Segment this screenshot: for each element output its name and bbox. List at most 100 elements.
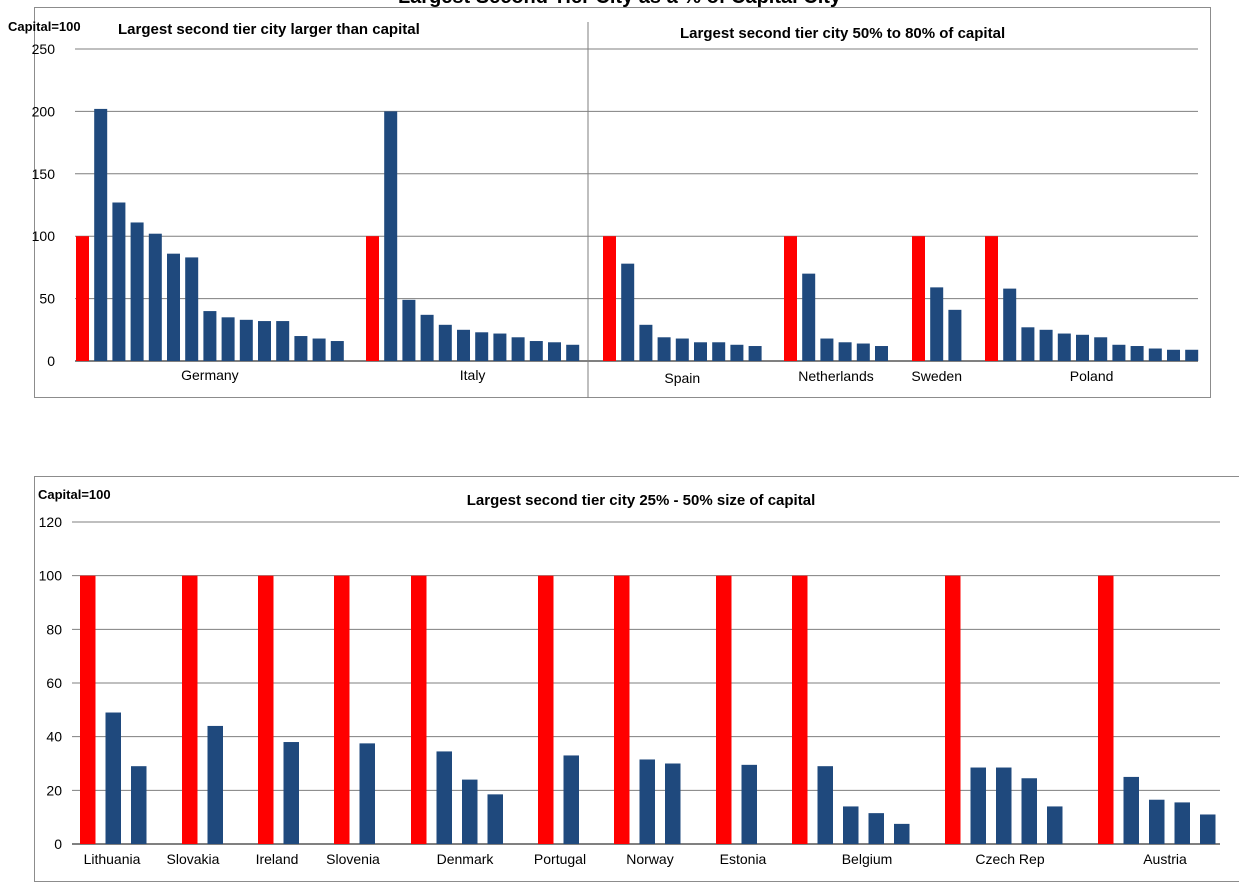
city-bar-czech-rep <box>970 767 986 844</box>
category-label: Netherlands <box>798 368 874 384</box>
y-tick-label: 100 <box>32 228 56 244</box>
city-bar-italy <box>457 329 470 361</box>
city-bar-belgium <box>843 806 859 844</box>
city-bar-austria <box>1149 799 1165 844</box>
city-bar-belgium <box>868 813 884 844</box>
capital-bar-norway <box>614 575 630 844</box>
city-bar-poland <box>1112 344 1126 361</box>
capital-bar-netherlands <box>784 236 797 361</box>
city-bar-germany <box>330 341 344 361</box>
city-bar-germany <box>148 233 162 361</box>
city-bar-germany <box>276 321 290 361</box>
city-bar-poland <box>1021 327 1035 361</box>
chart-title: Largest second tier city 25% - 50% size … <box>467 492 815 509</box>
city-bar-ireland <box>283 742 299 844</box>
capital-bar-lithuania <box>80 575 96 844</box>
city-bar-netherlands <box>820 338 834 361</box>
category-label: Czech Rep <box>975 851 1044 867</box>
city-bar-norway <box>639 759 655 844</box>
city-bar-germany <box>130 222 144 361</box>
city-bar-italy <box>438 324 452 361</box>
y-tick-label: 40 <box>46 729 62 745</box>
city-bar-poland <box>1003 288 1017 361</box>
city-bar-netherlands <box>838 342 852 361</box>
y-axis-label: Capital=100 <box>38 487 111 502</box>
y-tick-label: 150 <box>32 166 56 182</box>
city-bar-slovenia <box>359 743 375 844</box>
capital-bar-slovakia <box>182 575 198 844</box>
capital-bar-belgium <box>792 575 808 844</box>
city-bar-czech-rep <box>1021 778 1037 844</box>
city-bar-spain <box>730 344 744 361</box>
city-bar-italy <box>566 344 580 361</box>
category-label: Slovenia <box>326 851 380 867</box>
city-bar-germany <box>294 336 308 361</box>
capital-bar-austria <box>1098 575 1114 844</box>
category-label: Norway <box>626 851 673 867</box>
capital-bar-poland <box>985 236 998 361</box>
category-label: Italy <box>460 367 486 383</box>
y-tick-label: 0 <box>54 836 62 852</box>
city-bar-belgium <box>817 766 833 844</box>
city-bar-germany <box>167 253 180 361</box>
city-bar-germany <box>312 338 326 361</box>
category-label: Slovakia <box>167 851 220 867</box>
city-bar-spain <box>675 338 689 361</box>
capital-bar-portugal <box>538 575 554 844</box>
city-bar-denmark <box>436 751 452 844</box>
city-bar-poland <box>1130 346 1144 361</box>
y-tick-label: 250 <box>32 41 56 57</box>
city-bar-germany <box>185 257 199 361</box>
y-tick-label: 200 <box>32 103 56 119</box>
city-bar-lithuania <box>131 766 147 844</box>
y-tick-label: 20 <box>46 782 62 798</box>
capital-bar-czech-rep <box>945 575 961 844</box>
city-bar-poland <box>1167 349 1180 361</box>
category-label: Ireland <box>256 851 299 867</box>
city-bar-norway <box>665 763 681 844</box>
city-bar-austria <box>1200 814 1216 844</box>
city-bar-austria <box>1123 776 1139 844</box>
category-label: Germany <box>181 367 239 383</box>
city-bar-netherlands <box>802 273 816 361</box>
city-bar-austria <box>1174 802 1190 844</box>
city-bar-estonia <box>741 764 757 844</box>
y-axis-label: Capital=100 <box>8 19 81 34</box>
y-tick-label: 120 <box>39 514 63 530</box>
city-bar-slovakia <box>207 725 223 844</box>
city-bar-poland <box>1094 337 1108 361</box>
category-label: Portugal <box>534 851 586 867</box>
city-bar-italy <box>548 342 561 361</box>
city-bar-sweden <box>948 309 962 361</box>
y-tick-label: 100 <box>39 568 63 584</box>
city-bar-germany <box>112 202 126 361</box>
city-bar-poland <box>1185 349 1199 361</box>
capital-bar-sweden <box>912 236 925 361</box>
city-bar-denmark <box>487 794 503 844</box>
city-bar-spain <box>657 337 671 361</box>
city-bar-denmark <box>462 779 478 844</box>
capital-bar-denmark <box>411 575 427 844</box>
city-bar-netherlands <box>875 346 888 361</box>
city-bar-sweden <box>930 287 944 361</box>
city-bar-italy <box>420 314 434 361</box>
city-bar-italy <box>493 333 507 361</box>
city-bar-czech-rep <box>996 767 1012 844</box>
section-title: Largest second tier city larger than cap… <box>118 21 420 38</box>
city-bar-italy <box>384 111 398 362</box>
city-bar-italy <box>475 332 489 361</box>
city-bar-lithuania <box>105 712 121 844</box>
city-bar-germany <box>203 311 217 361</box>
capital-bar-slovenia <box>334 575 350 844</box>
city-bar-germany <box>239 319 253 361</box>
city-bar-spain <box>639 324 653 361</box>
page-title: Largest Second Tier City as a % of Capit… <box>0 0 1239 9</box>
category-label: Poland <box>1070 368 1114 384</box>
category-label: Sweden <box>911 368 962 384</box>
city-bar-portugal <box>563 755 579 844</box>
city-bar-italy <box>529 341 543 361</box>
capital-bar-spain <box>603 236 616 361</box>
y-tick-label: 80 <box>46 621 62 637</box>
